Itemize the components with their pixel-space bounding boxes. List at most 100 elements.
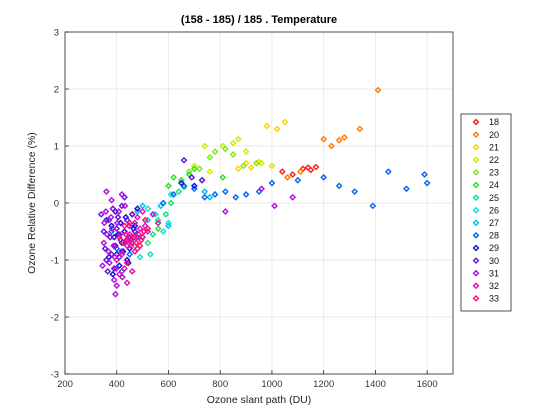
- data-point-24: [190, 165, 198, 173]
- data-point-31: [100, 239, 108, 247]
- data-point-32: [113, 256, 121, 264]
- data-point-28: [384, 168, 392, 176]
- data-point-30: [97, 211, 105, 218]
- data-point-32: [134, 213, 141, 221]
- data-point-28: [221, 188, 229, 195]
- legend-marker: [472, 257, 480, 264]
- data-point-27: [206, 193, 214, 201]
- data-point-31: [107, 213, 115, 221]
- legend-marker: [472, 282, 480, 290]
- data-point-32: [136, 225, 144, 233]
- data-point-29: [115, 262, 123, 270]
- data-point-20: [320, 135, 328, 143]
- data-point-31: [108, 225, 116, 233]
- y-tick-label: -2: [51, 313, 59, 324]
- data-point-33: [137, 236, 145, 244]
- legend-label: 22: [489, 155, 499, 165]
- y-tick-label: 0: [54, 199, 59, 210]
- data-point-24: [154, 225, 162, 233]
- data-point-30: [112, 242, 119, 250]
- legend-label: 29: [489, 243, 499, 253]
- data-point-23: [196, 165, 203, 173]
- legend-marker: [472, 181, 480, 189]
- data-point-28: [159, 199, 167, 207]
- data-point-28: [242, 191, 250, 198]
- data-point-30: [110, 265, 118, 272]
- data-point-23: [221, 145, 229, 153]
- legend-label: 28: [489, 231, 499, 241]
- x-tick-label: 1000: [261, 379, 282, 390]
- data-point-28: [232, 193, 240, 201]
- legend-marker: [472, 244, 480, 252]
- legend: 18 20 21 22 23 24 25 26 27 28 29 30 31 32 33: [460, 113, 512, 312]
- data-point-28: [201, 193, 209, 201]
- legend-label: 18: [489, 117, 499, 127]
- data-point-32: [149, 211, 157, 218]
- data-point-33: [121, 222, 128, 230]
- data-point-33: [126, 219, 134, 227]
- data-point-30: [102, 256, 110, 264]
- legend-marker: [472, 118, 480, 126]
- data-point-22: [229, 139, 237, 147]
- data-point-30: [180, 156, 188, 164]
- data-point-31: [102, 188, 110, 195]
- data-point-31: [102, 208, 110, 215]
- data-point-29: [178, 179, 185, 187]
- legend-label: 27: [489, 218, 499, 228]
- data-point-22: [190, 162, 198, 170]
- data-point-31: [110, 242, 118, 250]
- y-tick-label: -1: [51, 256, 59, 267]
- data-point-30: [106, 233, 114, 241]
- legend-label: 20: [489, 130, 499, 140]
- data-point-31: [115, 208, 123, 215]
- y-tick-label: 3: [54, 28, 59, 39]
- data-point-23: [229, 151, 237, 158]
- data-point-33: [127, 242, 135, 250]
- data-point-22: [206, 168, 214, 176]
- data-point-30: [188, 173, 196, 181]
- data-point-31: [116, 230, 124, 238]
- data-point-28: [369, 202, 377, 210]
- data-point-25: [162, 211, 170, 218]
- data-point-31: [110, 276, 118, 284]
- data-point-29: [134, 205, 141, 213]
- data-point-22: [258, 159, 265, 167]
- data-point-30: [128, 211, 136, 218]
- data-point-31: [103, 230, 111, 238]
- data-point-33: [130, 233, 137, 241]
- legend-marker: [472, 169, 480, 176]
- data-point-23: [206, 154, 214, 161]
- data-point-33: [132, 239, 140, 247]
- data-point-28: [170, 191, 178, 198]
- data-point-31: [258, 185, 265, 193]
- data-point-32: [128, 268, 136, 275]
- data-point-20: [284, 173, 291, 181]
- legend-marker: [472, 269, 480, 277]
- data-point-21: [247, 164, 255, 172]
- y-tick-label: 1: [54, 142, 59, 153]
- data-point-31: [121, 202, 129, 210]
- data-point-26: [165, 219, 172, 227]
- data-point-20: [335, 136, 343, 144]
- data-point-28: [211, 191, 219, 198]
- data-point-33: [124, 236, 132, 244]
- data-point-18: [312, 163, 320, 171]
- data-point-31: [221, 208, 229, 215]
- data-point-24: [165, 182, 172, 190]
- legend-marker: [472, 194, 480, 201]
- data-point-31: [119, 273, 126, 281]
- data-point-25: [144, 239, 152, 247]
- data-point-31: [123, 236, 130, 244]
- data-point-21: [268, 162, 276, 170]
- data-point-28: [423, 179, 431, 187]
- legend-label: 24: [489, 180, 499, 190]
- data-point-30: [108, 250, 115, 258]
- legend-label: 31: [489, 268, 499, 278]
- data-point-18: [278, 168, 286, 176]
- data-point-21: [281, 118, 289, 126]
- data-point-31: [99, 262, 106, 270]
- data-point-28: [421, 171, 428, 178]
- data-point-26: [159, 228, 167, 235]
- data-point-20: [340, 134, 348, 141]
- data-point-32: [115, 270, 123, 278]
